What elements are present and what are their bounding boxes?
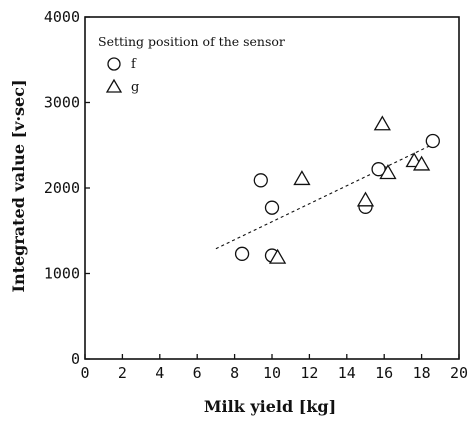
point-g-triangle <box>268 248 287 264</box>
x-tick-label: 10 <box>263 364 281 382</box>
x-tick-label: 14 <box>338 364 356 382</box>
point-g-triangle <box>293 170 311 186</box>
y-tick-label: 1000 <box>44 265 80 283</box>
point-f-circle <box>234 246 250 261</box>
point-f-circle <box>264 200 280 215</box>
x-tick-label: 20 <box>450 364 468 382</box>
x-tick-label: 16 <box>375 364 393 382</box>
y-tick-label: 3000 <box>44 94 80 112</box>
point-g-triangle <box>373 115 391 131</box>
trendline <box>215 144 432 250</box>
plot-frame <box>84 16 460 360</box>
x-tick-label: 8 <box>230 364 239 382</box>
trendline-group <box>215 144 432 250</box>
legend: Setting position of the sensor f g <box>98 34 285 95</box>
y-tick-label: 2000 <box>44 179 80 197</box>
point-g-triangle <box>379 164 397 180</box>
y-tick-label: 4000 <box>44 8 80 26</box>
point-g-triangle <box>412 155 431 171</box>
point-f-circle <box>425 133 440 149</box>
axis-ticks: 0 2 4 6 8 10 12 14 16 18 20 0 1000 2000 3000 4000 <box>44 8 468 382</box>
legend-label-g: g <box>131 80 139 95</box>
y-axis-title: Integrated value [v·sec] <box>9 79 28 292</box>
legend-marker-f-circle <box>107 57 121 71</box>
legend-label-f: f <box>131 57 137 72</box>
x-tick-label: 0 <box>80 364 89 382</box>
y-tick-label: 0 <box>71 350 80 368</box>
point-f-circle <box>253 173 268 188</box>
point-g-triangle <box>356 191 375 207</box>
x-tick-label: 12 <box>300 364 318 382</box>
x-tick-label: 6 <box>193 364 202 382</box>
x-tick-label: 18 <box>413 364 431 382</box>
legend-title: Setting position of the sensor <box>98 34 285 49</box>
legend-marker-g-triangle <box>105 78 123 93</box>
x-axis-title: Milk yield [kg] <box>204 397 336 416</box>
x-tick-label: 2 <box>118 364 127 382</box>
data-points <box>234 115 440 264</box>
x-tick-label: 4 <box>155 364 164 382</box>
